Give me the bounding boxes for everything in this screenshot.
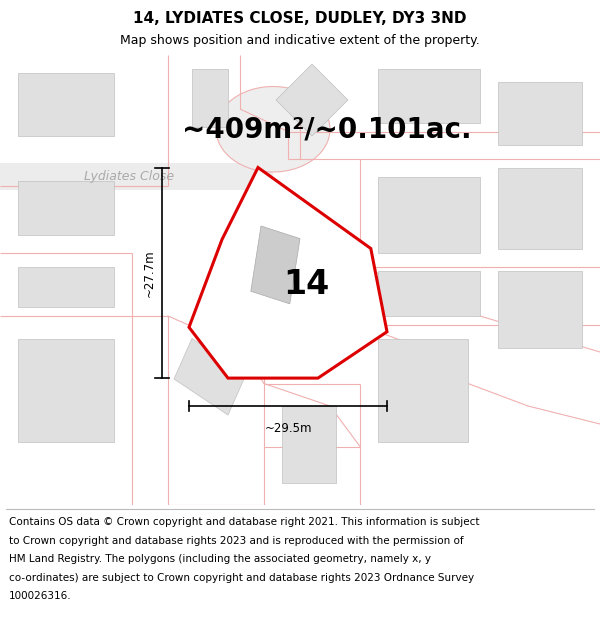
Polygon shape <box>498 271 582 348</box>
Polygon shape <box>251 226 300 304</box>
Text: 14, LYDIATES CLOSE, DUDLEY, DY3 3ND: 14, LYDIATES CLOSE, DUDLEY, DY3 3ND <box>133 11 467 26</box>
Text: Map shows position and indicative extent of the property.: Map shows position and indicative extent… <box>120 34 480 47</box>
Polygon shape <box>192 69 228 127</box>
Polygon shape <box>498 168 582 249</box>
Polygon shape <box>378 69 480 122</box>
Polygon shape <box>18 73 114 136</box>
Text: co-ordinates) are subject to Crown copyright and database rights 2023 Ordnance S: co-ordinates) are subject to Crown copyr… <box>9 572 474 582</box>
Polygon shape <box>0 163 273 190</box>
Polygon shape <box>378 176 480 253</box>
Polygon shape <box>189 168 387 378</box>
Polygon shape <box>378 271 480 316</box>
Text: Lydiates Close: Lydiates Close <box>84 170 174 183</box>
Polygon shape <box>18 339 114 442</box>
Text: 100026316.: 100026316. <box>9 591 71 601</box>
Polygon shape <box>498 82 582 145</box>
Polygon shape <box>378 339 468 442</box>
Polygon shape <box>282 406 336 482</box>
Text: to Crown copyright and database rights 2023 and is reproduced with the permissio: to Crown copyright and database rights 2… <box>9 536 464 546</box>
Text: ~29.5m: ~29.5m <box>264 422 312 435</box>
Polygon shape <box>174 339 246 415</box>
Circle shape <box>216 86 330 172</box>
Polygon shape <box>18 266 114 307</box>
Text: ~409m²/~0.101ac.: ~409m²/~0.101ac. <box>182 115 472 143</box>
Text: Contains OS data © Crown copyright and database right 2021. This information is : Contains OS data © Crown copyright and d… <box>9 517 479 527</box>
Text: 14: 14 <box>283 268 329 301</box>
Polygon shape <box>276 64 348 136</box>
Text: ~27.7m: ~27.7m <box>142 249 155 297</box>
Polygon shape <box>18 181 114 235</box>
Text: HM Land Registry. The polygons (including the associated geometry, namely x, y: HM Land Registry. The polygons (includin… <box>9 554 431 564</box>
